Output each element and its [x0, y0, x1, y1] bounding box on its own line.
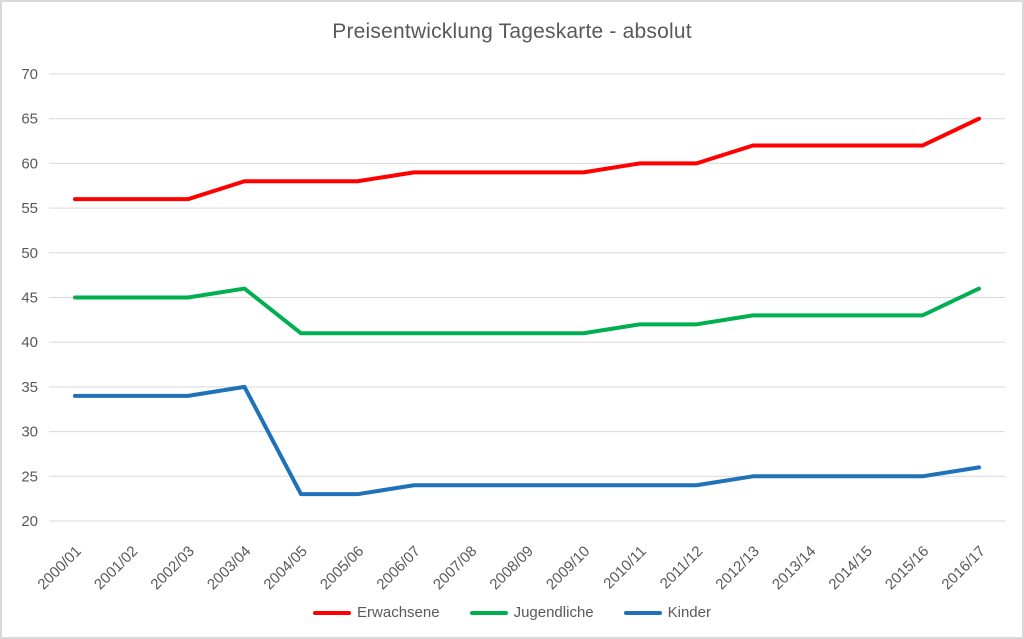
legend-label-erwachsene: Erwachsene	[357, 604, 440, 621]
series-lines	[73, 116, 981, 497]
y-tick-label: 60	[21, 155, 38, 172]
chart-title: Preisentwicklung Tageskarte - absolut	[332, 20, 692, 43]
legend-label-kinder: Kinder	[667, 604, 711, 621]
x-tick-label: 2008/09	[486, 543, 536, 593]
series-line-kinder	[73, 384, 981, 497]
y-tick-label: 50	[21, 245, 38, 262]
x-tick-label: 2004/05	[260, 543, 310, 593]
x-tick-label: 2011/12	[657, 543, 707, 593]
legend-line-jugendliche-icon	[469, 610, 508, 615]
x-axis-tick-labels: 2000/01 2001/02 2002/03 2003/04 2004/05 2005/…	[34, 543, 988, 593]
x-tick-label: 2015/16	[882, 543, 932, 593]
gridlines	[49, 73, 1005, 522]
y-tick-label: 25	[21, 468, 38, 485]
x-tick-label: 2005/06	[317, 543, 367, 593]
y-tick-label: 20	[21, 513, 38, 530]
legend-line-erwachsene-icon	[313, 610, 352, 615]
legend: Erwachsene Jugendliche Kinder	[2, 604, 1022, 621]
x-tick-label: 2010/11	[600, 543, 650, 593]
legend-item-kinder[interactable]: Kinder	[623, 604, 711, 621]
y-tick-label: 65	[21, 111, 38, 128]
legend-label-jugendliche: Jugendliche	[513, 604, 594, 621]
legend-item-jugendliche[interactable]: Jugendliche	[469, 604, 594, 621]
x-tick-label: 2006/07	[373, 543, 423, 593]
y-tick-label: 40	[21, 334, 38, 351]
x-tick-label: 2013/14	[769, 543, 819, 593]
x-tick-label: 2016/17	[938, 543, 988, 593]
x-tick-label: 2012/13	[712, 543, 762, 593]
series-line-jugendliche	[73, 286, 981, 336]
x-tick-label: 2002/03	[147, 543, 197, 593]
series-line-erwachsene	[73, 116, 981, 202]
x-tick-label: 2009/10	[543, 543, 593, 593]
y-tick-label: 30	[21, 424, 38, 441]
y-tick-label: 45	[21, 290, 38, 307]
y-axis-tick-labels: 20 25 30 35 40 45 50 55 60 65 70	[21, 66, 38, 530]
legend-item-erwachsene[interactable]: Erwachsene	[313, 604, 440, 621]
x-tick-label: 2000/01	[34, 543, 84, 593]
x-tick-label: 2001/02	[91, 543, 141, 593]
legend-line-kinder-icon	[623, 610, 662, 615]
y-tick-label: 55	[21, 200, 38, 217]
y-tick-label: 35	[21, 379, 38, 396]
y-tick-label: 70	[21, 66, 38, 83]
x-tick-label: 2003/04	[204, 543, 254, 593]
x-tick-label: 2007/08	[430, 543, 480, 593]
x-tick-label: 2014/15	[825, 543, 875, 593]
